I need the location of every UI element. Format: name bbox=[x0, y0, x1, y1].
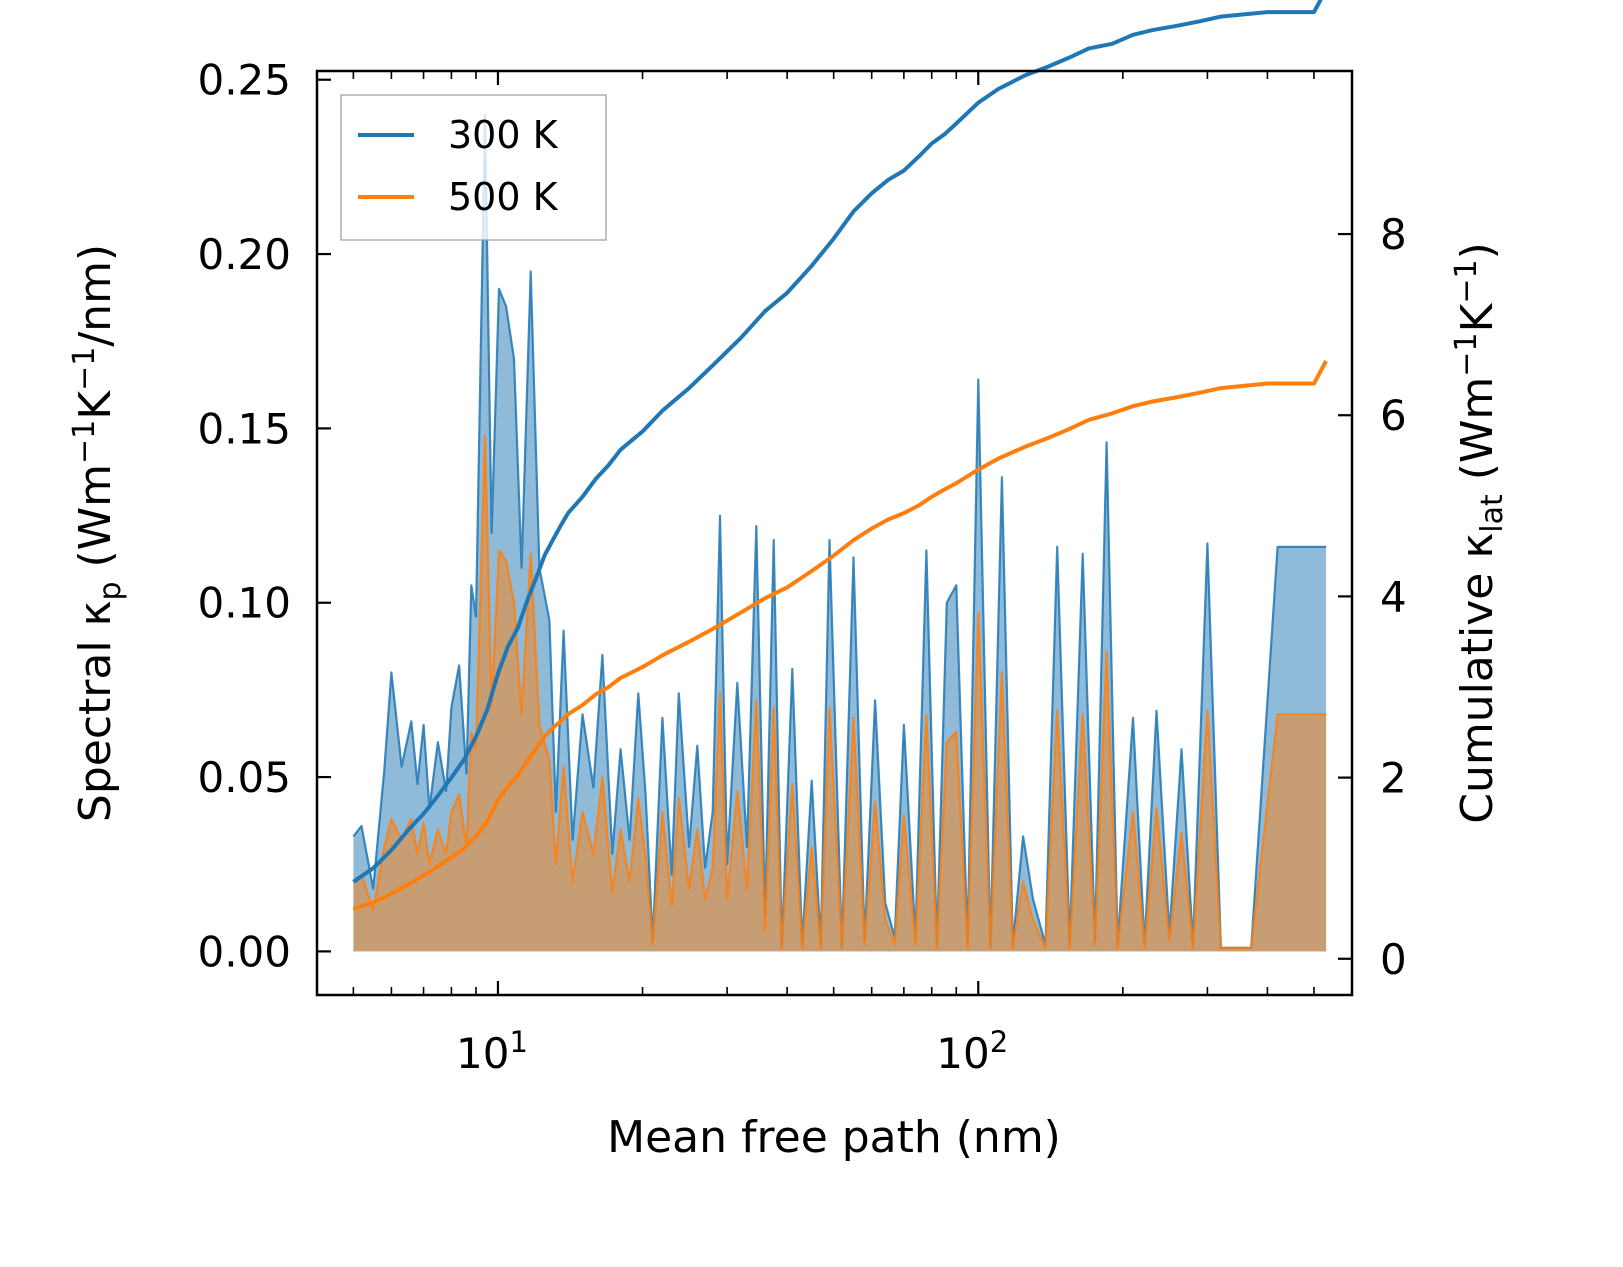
y-left-label-exp1: −1 bbox=[67, 420, 102, 464]
spectral-line-300k bbox=[352, 113, 1327, 950]
spectral-line-500k bbox=[352, 434, 1327, 950]
legend-label-300k: 300 K bbox=[448, 113, 559, 157]
y-right-label-units-open: (Wm bbox=[1452, 377, 1503, 495]
y-left-tick-label: 0.25 bbox=[197, 56, 291, 105]
y-left-tick-label: 0.10 bbox=[197, 579, 291, 628]
legend: 300 K 500 K bbox=[340, 94, 607, 241]
x-tick-label-exp: 1 bbox=[509, 1025, 527, 1059]
plot-frame bbox=[315, 69, 1354, 997]
y-right-tick-label: 8 bbox=[1380, 210, 1407, 259]
spectral-lines bbox=[352, 113, 1327, 950]
y-right-tick-label: 2 bbox=[1380, 754, 1407, 803]
y-right-label-exp2: −1 bbox=[1449, 259, 1484, 303]
y-left-tick-label: 0.20 bbox=[197, 230, 291, 279]
y-left-label-sub: p bbox=[93, 581, 128, 600]
x-tick-label-base: 10 bbox=[456, 1029, 509, 1078]
legend-box bbox=[340, 94, 607, 241]
y-left-tick-label: 0.05 bbox=[197, 753, 291, 802]
y-right-tick-label: 4 bbox=[1380, 572, 1407, 621]
y-axis-left-title: Spectral κp (Wm−1K−1/nm) bbox=[67, 244, 128, 822]
cumulative-line-300k bbox=[352, 0, 1323, 884]
y-left-label-mid: K bbox=[70, 390, 121, 420]
cumulative-lines bbox=[352, 0, 1328, 911]
y-axis-right-title: Cumulative κlat (Wm−1K−1) bbox=[1449, 242, 1510, 824]
x-axis-title: Mean free path (nm) bbox=[607, 1112, 1061, 1163]
y-left-tick-label: 0.15 bbox=[197, 404, 291, 453]
y-left-label-units-close: /nm) bbox=[70, 244, 121, 347]
spectral-area-500k bbox=[353, 435, 1327, 952]
x-tick-label: 101 bbox=[456, 1025, 528, 1078]
legend-label-500k: 500 K bbox=[448, 175, 559, 219]
y-left-label-base: Spectral κ bbox=[70, 601, 121, 823]
y-right-tick-label: 0 bbox=[1380, 935, 1407, 984]
x-tick-label: 102 bbox=[936, 1025, 1008, 1078]
y-right-label-exp1: −1 bbox=[1449, 332, 1484, 376]
x-tick-label-base: 10 bbox=[936, 1029, 989, 1078]
y-left-label-units-open: (Wm bbox=[70, 464, 121, 582]
y-right-label-mid: K bbox=[1452, 302, 1503, 332]
x-tick-label-exp: 2 bbox=[990, 1025, 1008, 1059]
y-right-label-sub: lat bbox=[1475, 494, 1510, 533]
y-left-label-exp2: −1 bbox=[67, 347, 102, 391]
cumulative-line-500k bbox=[352, 359, 1328, 911]
y-right-label-base: Cumulative κ bbox=[1452, 533, 1503, 824]
y-right-tick-label: 6 bbox=[1380, 391, 1407, 440]
y-left-tick-label: 0.00 bbox=[197, 927, 291, 976]
y-right-label-units-close: ) bbox=[1452, 242, 1503, 259]
